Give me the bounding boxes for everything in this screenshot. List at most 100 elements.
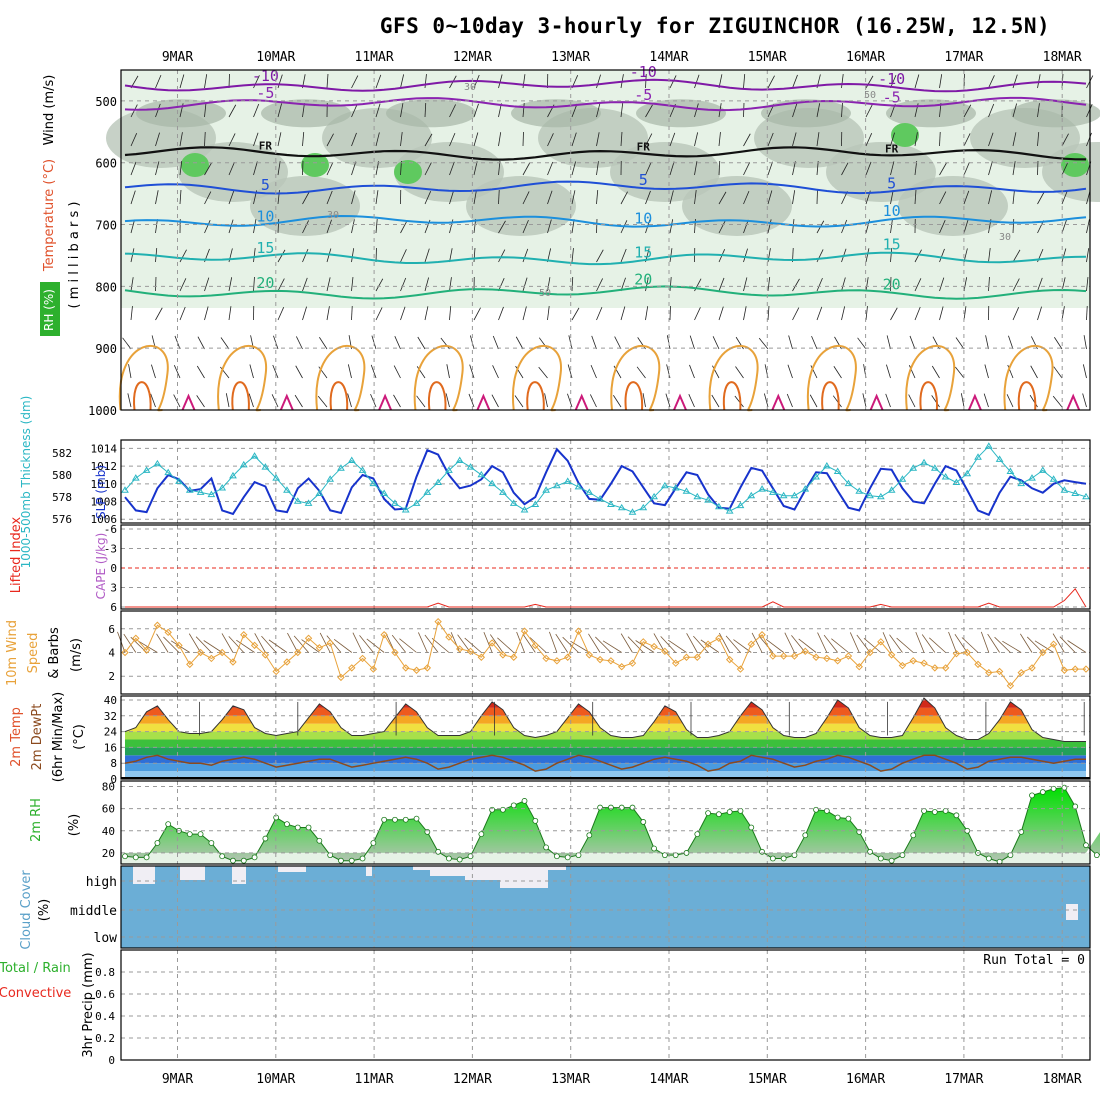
wind-barb: [621, 634, 632, 653]
rh-marker: [889, 858, 894, 863]
clear-sky-gap: [1066, 904, 1078, 920]
rh-marker: [781, 856, 786, 861]
temp-band: [121, 708, 1090, 716]
precip-tick-label: 0.2: [95, 1032, 115, 1045]
rh-label: 30: [327, 210, 339, 221]
date-label-top: 17MAR: [944, 50, 983, 65]
rh-marker: [360, 856, 365, 861]
date-label-bottom: 14MAR: [649, 1072, 688, 1087]
temp-axis-unit: (°C): [72, 724, 87, 750]
clear-sky-gap: [180, 866, 205, 880]
pressure-tick-label: 800: [95, 280, 117, 294]
wind-barb: [603, 641, 622, 653]
rh-marker: [835, 815, 840, 820]
rh-marker: [403, 817, 408, 822]
rh-marker: [209, 840, 214, 845]
date-label-top: 10MAR: [256, 50, 295, 65]
isotherm-label: 15: [634, 243, 652, 261]
run-total-label: Run Total = 0: [983, 953, 1085, 968]
clear-sky-gap: [133, 866, 155, 884]
wind-barb: [1020, 634, 1032, 653]
rh-marker: [652, 846, 657, 851]
isotherm-label: 5: [261, 176, 270, 194]
temp-tick-label: 8: [110, 757, 117, 770]
rh-marker: [317, 838, 322, 843]
wind-barb: [1068, 641, 1086, 653]
isotherm-label: 20: [256, 274, 274, 292]
precip-tick-label: 0.4: [95, 1010, 115, 1023]
wind-barb: [353, 633, 363, 653]
wind-barb: [189, 634, 200, 653]
rh-marker: [533, 818, 538, 823]
wind-barb: [399, 639, 416, 653]
rh-high-spot: [181, 153, 209, 177]
rh-marker: [770, 856, 775, 861]
rh-shade: [761, 99, 851, 127]
temp-band: [121, 739, 1090, 747]
rh-marker: [490, 807, 495, 812]
rh-shade: [898, 176, 1008, 236]
wind-barb: [628, 637, 643, 653]
li-tick-label: 6: [110, 601, 117, 614]
rh-marker: [220, 854, 225, 859]
rh-marker: [230, 858, 235, 863]
isotherm-label: -5: [883, 89, 901, 107]
chart-title: GFS 0~10day 3-hourly for ZIGUINCHOR (16.…: [380, 14, 1050, 38]
isotherm-label: 20: [634, 270, 652, 288]
rh-tick-label: 20: [102, 847, 115, 860]
rh-marker: [382, 817, 387, 822]
cloud-axis-unit: (%): [37, 899, 52, 922]
date-label-bottom: 11MAR: [355, 1072, 394, 1087]
isotherm-label: 15: [883, 236, 901, 254]
rh-marker: [338, 858, 343, 863]
wind-barb: [367, 639, 384, 653]
date-label-top: 11MAR: [355, 50, 394, 65]
rh-marker: [511, 803, 516, 808]
precip-tick-label: 0: [108, 1054, 115, 1067]
wind-barb: [701, 640, 719, 653]
precip-axis-label: 3hr Precip (mm): [81, 952, 96, 1057]
slp-line: [125, 449, 1086, 515]
isotherm-label: 10: [883, 202, 901, 220]
date-label-bottom: 15MAR: [748, 1072, 787, 1087]
rh-marker: [857, 829, 862, 834]
rh-marker: [814, 807, 819, 812]
rh-marker: [1084, 843, 1089, 848]
rh-marker: [436, 849, 441, 854]
date-label-top: 18MAR: [1043, 50, 1082, 65]
rh-marker: [500, 807, 505, 812]
rh-marker: [349, 858, 354, 863]
rh-marker: [371, 840, 376, 845]
isotherm-label: 5: [887, 174, 896, 192]
rh-marker: [144, 855, 149, 860]
wind-barb: [981, 632, 989, 653]
wind-tick-label: 2: [108, 670, 115, 683]
rh-tick-label: 80: [102, 781, 115, 794]
wind-barb: [922, 634, 935, 652]
date-label-bottom: 9MAR: [162, 1072, 193, 1087]
temp-tick-label: 32: [104, 710, 117, 723]
rh-marker: [295, 825, 300, 830]
isotherm-label: -10: [630, 63, 657, 81]
rh-high-spot: [1061, 153, 1089, 177]
wind-barb: [222, 633, 233, 652]
date-label-bottom: 10MAR: [256, 1072, 295, 1087]
rh-marker: [932, 809, 937, 814]
wind-barb: [157, 634, 169, 653]
precip-total-legend: Total / Rain: [0, 961, 71, 976]
rh-marker: [1040, 790, 1045, 795]
slp-frame: [121, 440, 1090, 523]
wind-tick-label: 4: [108, 647, 115, 660]
rh-marker: [457, 857, 462, 862]
minmax-axis-label: (6hr Min/Max): [51, 692, 66, 782]
temp-band: [121, 716, 1090, 724]
isotherm-label: 20: [883, 276, 901, 294]
dewpt-axis-label: 2m DewPt: [30, 704, 45, 771]
wind-barb: [766, 639, 784, 652]
rh-marker: [425, 829, 430, 834]
rh-marker: [544, 845, 549, 850]
wind-barb: [334, 639, 352, 652]
temp-tick-label: 24: [104, 726, 118, 739]
pressure-tick-label: 1000: [88, 404, 117, 418]
